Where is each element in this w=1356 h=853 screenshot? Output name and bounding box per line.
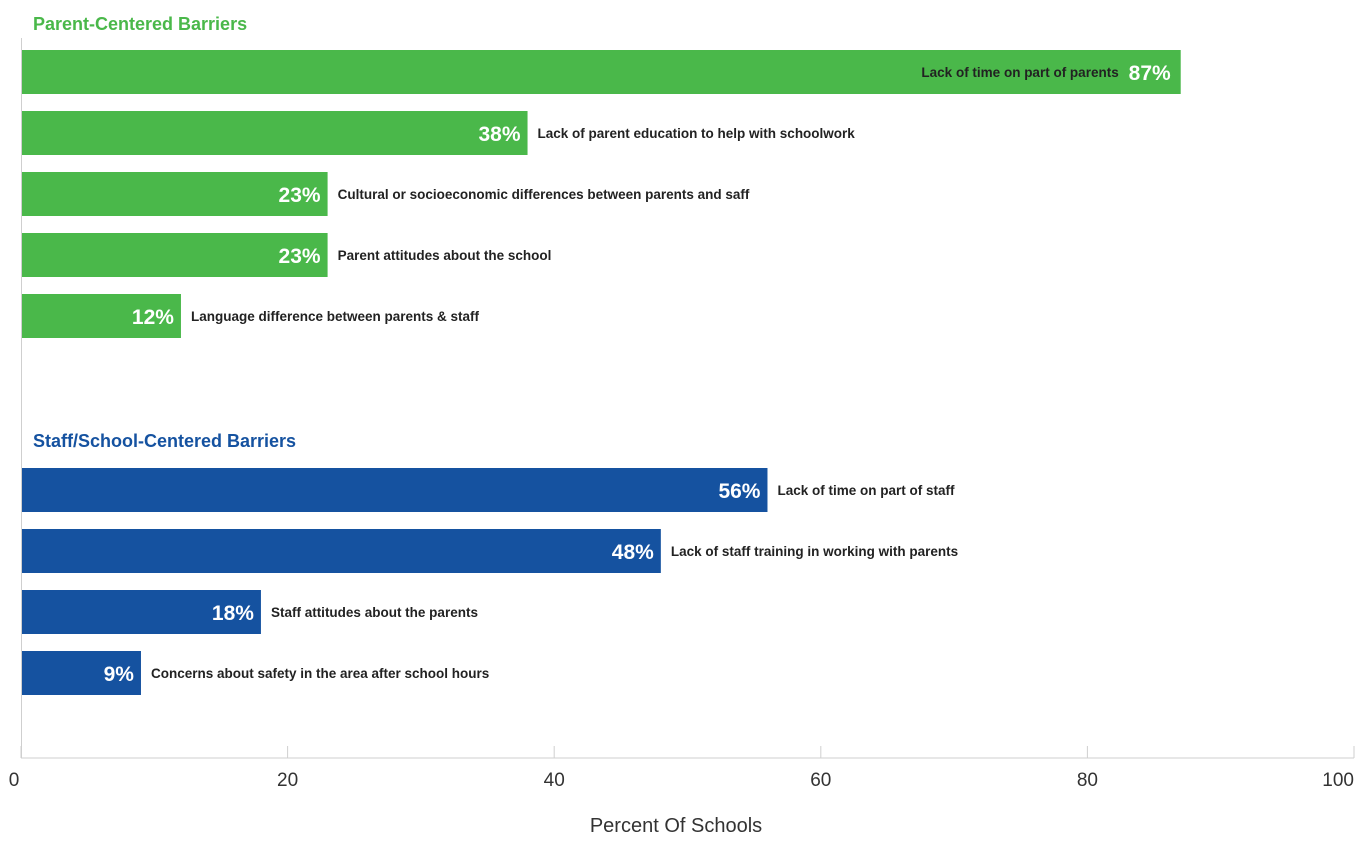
bar-category-label: Lack of time on part of parents: [921, 65, 1118, 80]
bar-category-label: Cultural or socioeconomic differences be…: [338, 187, 750, 202]
bar-value-label: 12%: [132, 306, 174, 329]
bar-category-label: Staff attitudes about the parents: [271, 605, 478, 620]
bar: [21, 294, 181, 338]
x-tick-label: 80: [1077, 770, 1098, 791]
bar: [21, 50, 1181, 94]
bar-value-label: 38%: [479, 123, 521, 146]
bar-value-label: 23%: [279, 184, 321, 207]
bar: [21, 172, 328, 216]
x-tick-label: 20: [277, 770, 298, 791]
bar-value-label: 87%: [1129, 62, 1171, 85]
bar: [21, 233, 328, 277]
bar: [21, 651, 141, 695]
bar-value-label: 23%: [279, 245, 321, 268]
group-title: Parent-Centered Barriers: [33, 14, 247, 34]
bar-value-label: 56%: [718, 480, 760, 503]
x-tick-label: 0: [9, 770, 20, 791]
bar-category-label: Concerns about safety in the area after …: [151, 666, 489, 681]
bar-category-label: Parent attitudes about the school: [338, 248, 552, 263]
bar-group: Parent-Centered Barriers 87% Lack of time …: [21, 14, 1181, 338]
group-title: Staff/School-Centered Barriers: [33, 431, 296, 451]
bar-value-label: 9%: [104, 663, 135, 686]
bar: [21, 111, 528, 155]
bar-category-label: Lack of parent education to help with sc…: [538, 126, 856, 141]
bar-groups: Parent-Centered Barriers 87% Lack of time …: [21, 14, 1181, 695]
bar-value-label: 48%: [612, 541, 654, 564]
bar-category-label: Lack of staff training in working with p…: [671, 544, 958, 559]
x-axis-title: Percent Of Schools: [590, 815, 762, 837]
x-tick-label: 40: [544, 770, 565, 791]
bar-value-label: 18%: [212, 602, 254, 625]
bar-category-label: Language difference between parents & st…: [191, 309, 480, 324]
bar: [21, 590, 261, 634]
bar-group: Staff/School-Centered Barriers 56% Lack of…: [21, 431, 958, 695]
x-tick-label: 60: [810, 770, 831, 791]
bar: [21, 529, 661, 573]
bar: [21, 468, 768, 512]
x-axis: 0 20 40 60 80 100: [9, 38, 1355, 791]
bar-category-label: Lack of time on part of staff: [777, 483, 955, 498]
x-tick-label: 100: [1322, 770, 1354, 791]
